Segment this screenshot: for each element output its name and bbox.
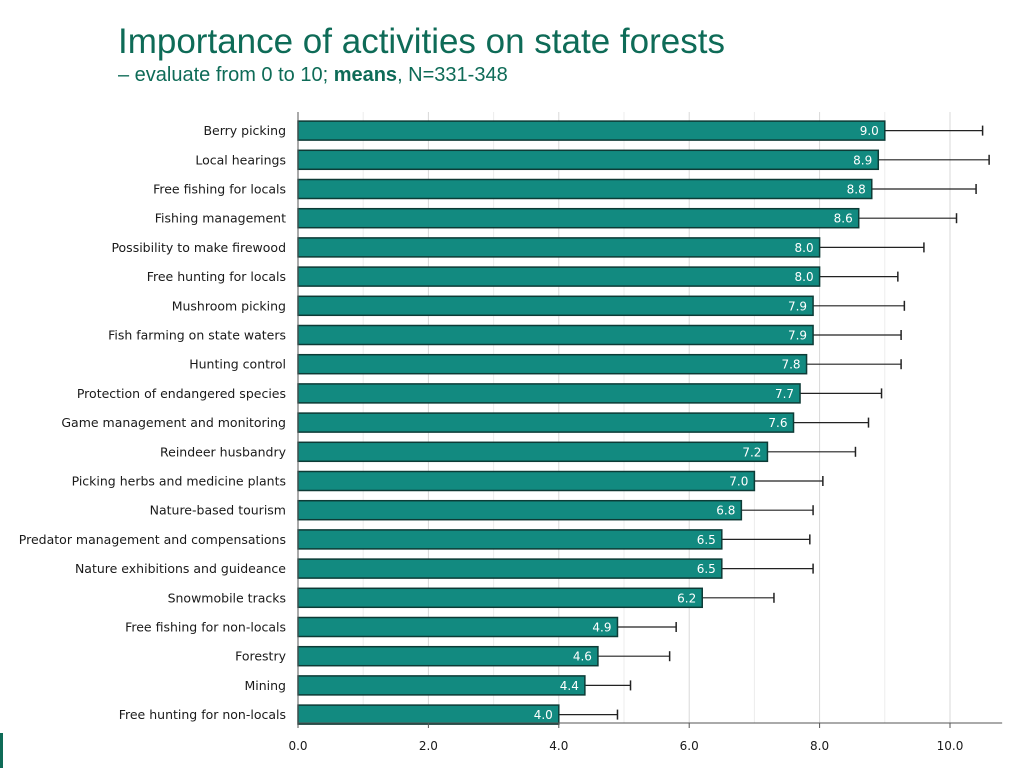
category-labels: Berry picking Local hearings Free fishing … <box>19 123 287 722</box>
bar-value-label: 8.9 <box>853 153 872 167</box>
x-tick-label: 4.0 <box>549 739 568 753</box>
subtitle-prefix: – evaluate from 0 to 10; <box>118 64 334 86</box>
category-label: Forestry <box>235 649 286 664</box>
category-label: Local hearings <box>195 152 286 167</box>
x-tick-label: 10.0 <box>937 739 964 753</box>
bar <box>297 616 619 638</box>
bar-value-label: 7.6 <box>768 416 787 430</box>
bar-value-label: 8.8 <box>847 183 866 197</box>
x-tick-label: 6.0 <box>680 739 699 753</box>
subtitle-suffix: , N=331-348 <box>397 64 508 86</box>
bar-value-label: 4.0 <box>534 708 553 722</box>
bar-value-label: 7.8 <box>781 358 800 372</box>
category-label: Protection of endangered species <box>77 386 286 401</box>
bar-value-label: 8.0 <box>795 270 814 284</box>
category-label: Hunting control <box>189 357 286 372</box>
bar <box>297 295 814 317</box>
category-label: Mining <box>244 678 286 693</box>
bar-value-label: 7.7 <box>775 387 794 401</box>
bar <box>297 470 756 492</box>
bar <box>297 441 769 463</box>
category-label: Picking herbs and medicine plants <box>72 474 286 489</box>
bar <box>297 383 801 404</box>
bar-value-label: 7.9 <box>788 329 807 343</box>
bar <box>297 149 880 171</box>
bar <box>297 412 795 433</box>
title-block: Importance of activities on state forest… <box>118 22 725 88</box>
x-tick-label: 8.0 <box>810 739 829 753</box>
bar-value-label: 4.6 <box>573 650 592 664</box>
bar-value-label: 4.4 <box>560 679 579 693</box>
x-axis: 0.0 2.0 4.0 6.0 8.0 10.0 <box>288 112 1003 753</box>
subtitle-bold: means <box>333 64 398 86</box>
x-tick-label: 2.0 <box>419 739 438 753</box>
x-tick-label: 0.0 <box>288 739 307 753</box>
bar <box>297 178 873 200</box>
bar-value-label: 6.8 <box>716 504 735 518</box>
bar-value-label: 8.0 <box>795 241 814 255</box>
bar-value-label: 8.6 <box>834 212 853 226</box>
bar <box>297 704 560 725</box>
bar <box>297 558 723 579</box>
bar-value-label: 7.0 <box>729 475 748 489</box>
bar <box>297 675 586 696</box>
bar-value-label: 6.5 <box>697 562 716 576</box>
chart-title: Importance of activities on state forest… <box>118 22 725 61</box>
bar-value-label: 7.9 <box>788 299 807 313</box>
category-label: Possibility to make firewood <box>111 240 286 255</box>
bar-value-label: 9.0 <box>860 124 879 138</box>
bar-value-label: 6.5 <box>697 533 716 547</box>
bar <box>297 120 886 141</box>
category-label: Nature-based tourism <box>150 503 286 518</box>
chart-subtitle: – evaluate from 0 to 10; means, N=331-34… <box>118 62 725 88</box>
bar <box>297 353 808 375</box>
category-label: Mushroom picking <box>172 298 286 313</box>
bars: 9.0 8.9 8.8 8.6 8.0 8.0 7.9 7.9 7.8 7.7 7.6 7.2 7.0 6… <box>297 120 990 725</box>
category-label: Snowmobile tracks <box>168 590 286 605</box>
bar-value-label: 6.2 <box>677 591 696 605</box>
category-label: Free fishing for non-locals <box>125 620 286 635</box>
bar <box>297 587 703 609</box>
category-label: Free fishing for locals <box>153 182 286 197</box>
bar <box>297 499 743 521</box>
category-label: Berry picking <box>203 123 286 138</box>
category-label: Free hunting for non-locals <box>119 707 286 722</box>
category-label: Nature exhibitions and guideance <box>75 561 286 576</box>
bar <box>297 645 599 667</box>
bar-value-label: 7.2 <box>742 445 761 459</box>
bar <box>297 207 860 229</box>
category-label: Reindeer husbandry <box>160 444 287 459</box>
left-accent-rule <box>0 733 3 768</box>
category-label: Free hunting for locals <box>147 269 286 284</box>
bar <box>297 237 821 258</box>
category-label: Game management and monitoring <box>61 415 286 430</box>
bar <box>297 266 821 287</box>
category-label: Predator management and compensations <box>19 532 286 547</box>
category-label: Fishing management <box>155 211 286 226</box>
bar-value-label: 4.9 <box>592 621 611 635</box>
category-label: Fish farming on state waters <box>108 328 286 343</box>
bar <box>297 529 723 550</box>
bar <box>297 324 814 346</box>
